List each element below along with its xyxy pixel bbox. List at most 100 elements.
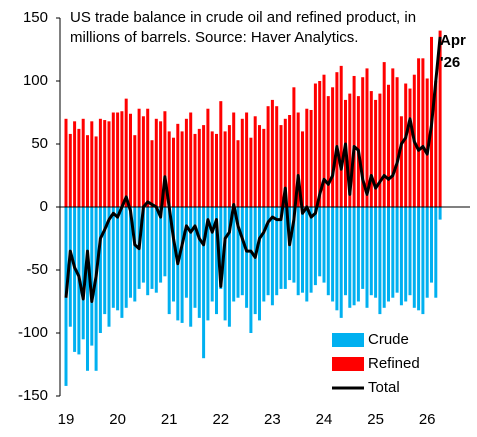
bar: [387, 84, 390, 207]
bar: [154, 207, 158, 293]
bar: [288, 115, 292, 207]
bar: [197, 128, 201, 207]
bar: [133, 135, 137, 207]
y-tick-label: -50: [26, 261, 48, 278]
bar: [133, 207, 137, 302]
bar: [348, 207, 352, 308]
bar: [141, 207, 145, 283]
bar: [129, 113, 132, 207]
bar: [249, 137, 253, 207]
bar: [391, 68, 395, 208]
bar: [120, 207, 124, 318]
bar: [399, 116, 403, 207]
bar: [111, 112, 115, 207]
bar: [236, 140, 240, 207]
bar: [425, 207, 429, 298]
bar: [318, 207, 322, 277]
bar: [292, 207, 296, 283]
bar: [339, 65, 343, 207]
bar: [150, 207, 154, 289]
bar: [258, 207, 261, 321]
bar: [210, 131, 214, 207]
bar: [107, 121, 111, 207]
bar: [369, 207, 373, 296]
bar: [326, 207, 330, 296]
bar: [219, 207, 223, 289]
legend-label: Refined: [368, 355, 420, 372]
x-tick-label: 21: [161, 411, 178, 428]
bar: [240, 207, 244, 296]
bar: [352, 207, 356, 306]
bar: [146, 207, 150, 296]
bar: [202, 125, 206, 207]
bar: [434, 207, 438, 298]
legend-label: Crude: [368, 331, 409, 348]
y-tick-label: 100: [23, 72, 48, 89]
legend-swatch: [332, 357, 364, 371]
bar: [137, 108, 141, 207]
bar: [81, 207, 85, 340]
bar: [313, 83, 317, 207]
bar: [270, 99, 274, 207]
y-tick-label: -150: [18, 387, 48, 404]
bar: [399, 207, 403, 306]
bar: [86, 135, 89, 207]
bar: [219, 101, 223, 207]
bar: [262, 128, 266, 207]
bar: [94, 207, 98, 371]
bar: [352, 75, 356, 208]
bar: [94, 136, 98, 207]
bar: [227, 207, 231, 327]
bar: [223, 131, 227, 207]
bar: [305, 207, 309, 302]
bar: [180, 207, 184, 323]
x-tick-label: 24: [316, 411, 333, 428]
bar: [210, 207, 214, 302]
total-line: [64, 36, 442, 303]
bar: [258, 125, 261, 207]
bar: [421, 58, 425, 207]
bar: [326, 96, 330, 207]
bar: [301, 207, 304, 293]
bar: [348, 93, 352, 207]
bar: [313, 207, 317, 286]
bar: [141, 116, 145, 207]
bar: [215, 207, 218, 315]
bar: [391, 207, 395, 298]
bar: [309, 109, 313, 207]
bar: [159, 121, 163, 207]
bar: [184, 118, 188, 207]
bar: [378, 93, 382, 207]
bar: [412, 207, 416, 308]
bar: [180, 131, 184, 207]
x-tick-label: 25: [367, 411, 384, 428]
bar: [253, 116, 257, 207]
bar: [236, 207, 240, 298]
bar: [309, 207, 313, 293]
bar: [73, 207, 77, 352]
bar: [292, 87, 296, 207]
bar: [223, 207, 227, 321]
bar: [107, 207, 111, 327]
y-tick-label: -100: [18, 324, 48, 341]
bar: [146, 108, 150, 207]
legend-label: Total: [368, 379, 400, 396]
bar: [275, 207, 279, 296]
bar: [68, 133, 72, 207]
bar: [339, 207, 343, 318]
bar: [167, 131, 171, 207]
bar: [279, 125, 283, 207]
bar: [322, 74, 326, 207]
bar: [189, 207, 193, 327]
bar: [395, 77, 399, 207]
bar: [262, 207, 266, 302]
bar: [73, 121, 77, 207]
bar: [331, 87, 335, 207]
bar: [266, 106, 270, 207]
bar: [382, 207, 386, 308]
bar: [296, 112, 300, 207]
bar: [172, 137, 175, 207]
bar: [253, 207, 257, 315]
bar: [64, 118, 68, 207]
bar: [90, 207, 94, 346]
